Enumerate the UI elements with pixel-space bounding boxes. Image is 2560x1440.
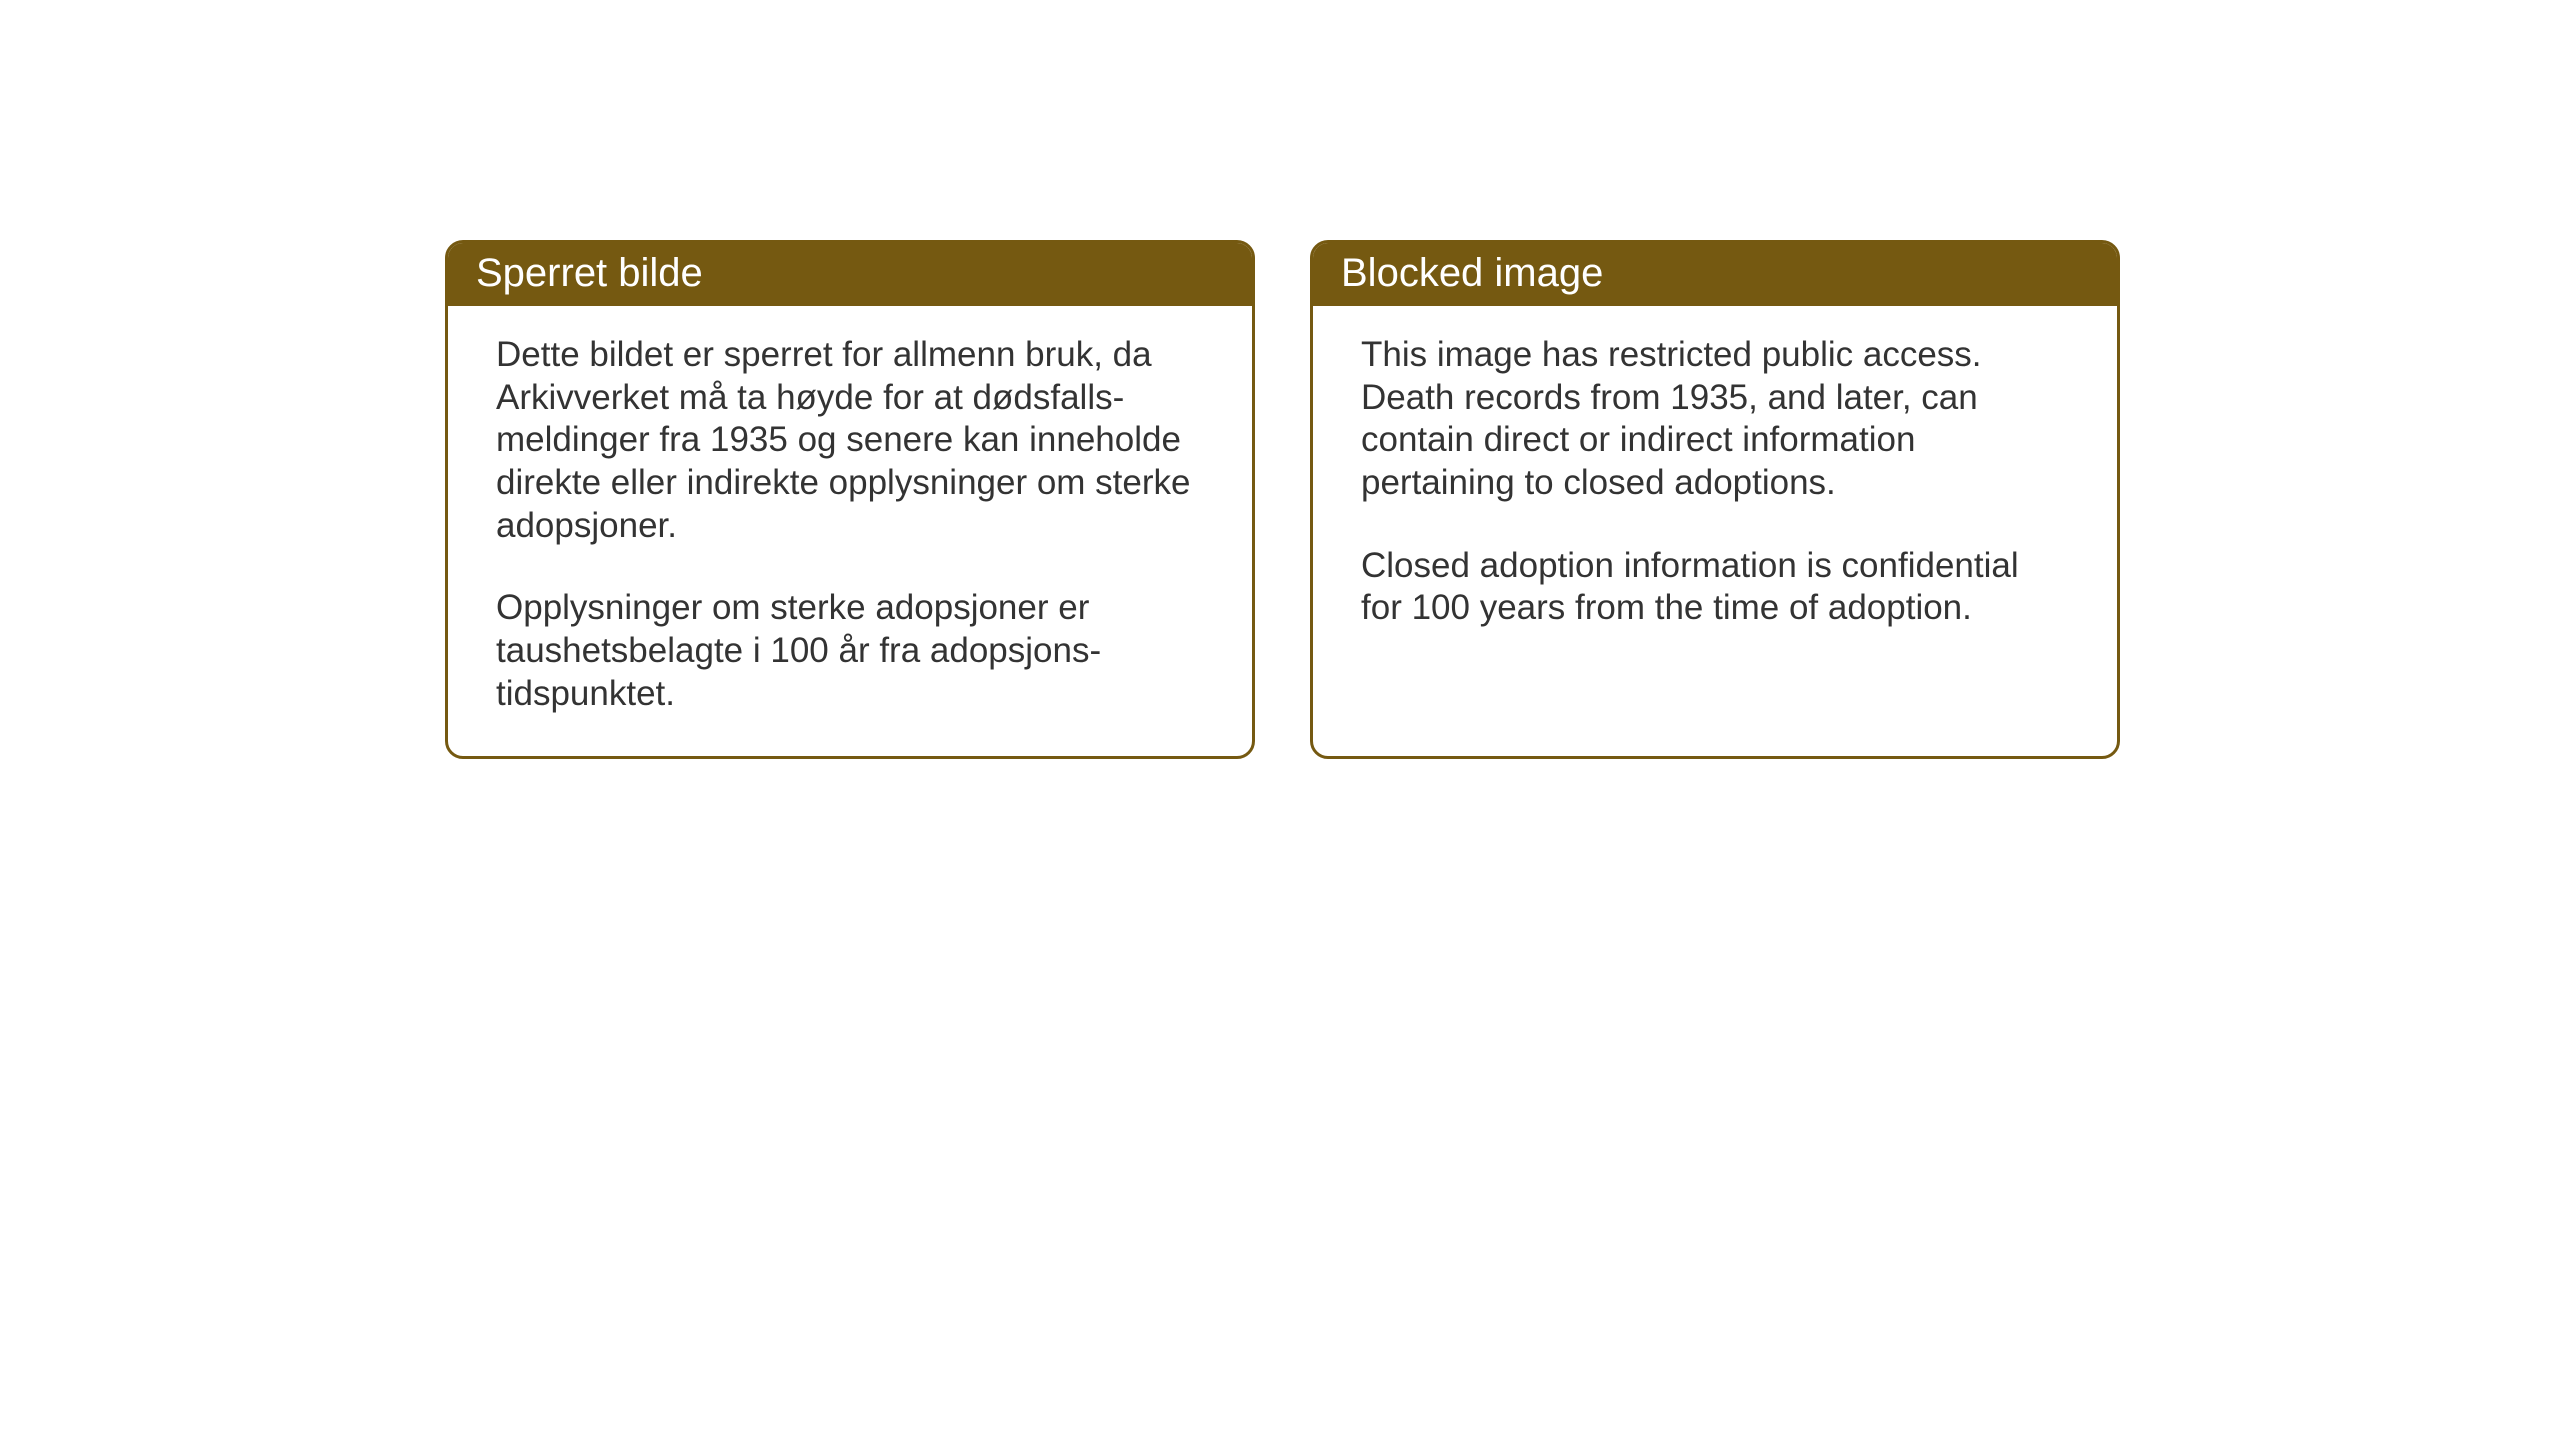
card-title-norwegian: Sperret bilde [476,251,703,295]
card-title-english: Blocked image [1341,251,1603,295]
card-body-english: This image has restricted public access.… [1313,306,2117,670]
notice-card-norwegian: Sperret bilde Dette bildet er sperret fo… [445,240,1255,759]
notice-container: Sperret bilde Dette bildet er sperret fo… [445,240,2120,759]
card-paragraph-english-1: This image has restricted public access.… [1361,334,2069,505]
notice-card-english: Blocked image This image has restricted … [1310,240,2120,759]
card-body-norwegian: Dette bildet er sperret for allmenn bruk… [448,306,1252,756]
card-header-norwegian: Sperret bilde [448,243,1252,306]
card-paragraph-english-2: Closed adoption information is confident… [1361,545,2069,630]
card-paragraph-norwegian-1: Dette bildet er sperret for allmenn bruk… [496,334,1204,547]
card-paragraph-norwegian-2: Opplysninger om sterke adopsjoner er tau… [496,587,1204,715]
card-header-english: Blocked image [1313,243,2117,306]
